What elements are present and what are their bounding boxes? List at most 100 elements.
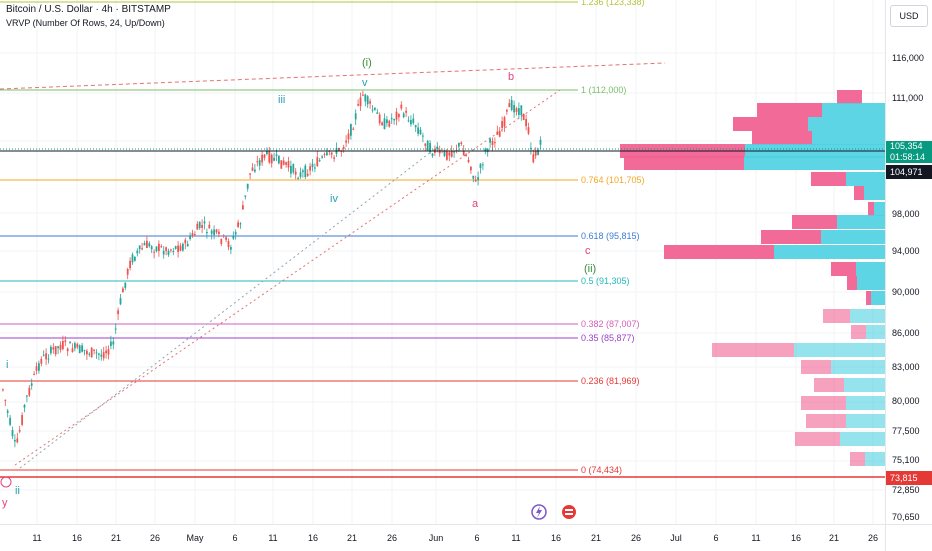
price-chart[interactable]: 1.236 (123,338) 1 (112,000) 0.764 (101,705… — [0, 0, 885, 524]
candle — [390, 118, 393, 120]
candle — [318, 160, 321, 162]
chart-area[interactable]: 1.236 (123,338) 1 (112,000) 0.764 (101,705… — [0, 0, 885, 524]
candle — [489, 138, 491, 143]
candle — [237, 222, 239, 227]
candle — [352, 128, 355, 130]
candle — [251, 167, 254, 171]
indicator-label[interactable]: VRVP (Number Of Rows, 24, Up/Down) — [6, 18, 165, 28]
vp-up-bar — [840, 432, 885, 446]
candle — [71, 348, 74, 352]
candle — [410, 120, 412, 125]
wave-label[interactable]: c — [585, 245, 591, 257]
candle — [124, 282, 127, 288]
vp-down-bar — [733, 117, 808, 131]
candle — [148, 243, 151, 247]
time-label: May — [186, 533, 204, 543]
wave-label[interactable]: iv — [330, 193, 338, 205]
candle — [474, 179, 477, 182]
candle — [350, 124, 352, 136]
vp-down-bar — [801, 360, 831, 374]
vp-down-bar — [866, 291, 871, 305]
candle — [203, 221, 206, 224]
candle — [278, 155, 280, 164]
time-label: 16 — [71, 533, 83, 543]
vp-up-bar — [844, 378, 885, 392]
candle — [239, 223, 242, 225]
candle — [530, 147, 532, 149]
candle — [6, 410, 9, 413]
candle — [364, 94, 367, 102]
wave-label[interactable]: iii — [278, 94, 285, 106]
wave-label[interactable]: a — [472, 198, 479, 210]
candle — [522, 113, 525, 121]
bar-countdown: 01:58:14 — [890, 152, 926, 162]
candle — [532, 154, 535, 163]
candle — [95, 352, 98, 354]
fib-level-label: 0.35 (85,877) — [581, 333, 635, 343]
lightning-glyph — [536, 506, 542, 518]
candle — [215, 229, 218, 233]
candle — [102, 352, 105, 359]
price-label: 83,000 — [892, 362, 920, 372]
candle — [194, 234, 196, 236]
wave-label[interactable]: y — [2, 497, 8, 509]
candle — [52, 347, 55, 350]
candle — [162, 250, 165, 255]
vp-down-bar — [868, 202, 874, 216]
candle — [136, 250, 139, 254]
candle — [333, 157, 335, 159]
wave-label[interactable]: ii — [15, 485, 20, 497]
candle — [30, 383, 33, 386]
trend-lines[interactable] — [0, 62, 666, 469]
candle — [508, 103, 511, 108]
vp-up-bar — [812, 131, 885, 145]
candle — [206, 232, 208, 234]
candle — [299, 172, 302, 177]
candle — [50, 346, 52, 354]
candle — [208, 224, 211, 229]
vp-up-bar — [865, 452, 885, 466]
time-axis[interactable]: 11 16 21 26 May 6 11 16 21 26 Jun 6 11 16 21 26 Jul 6 11 16… — [0, 524, 885, 551]
time-label: 11 — [32, 533, 42, 543]
candle — [273, 157, 275, 161]
candle — [393, 119, 395, 121]
vp-down-bar — [806, 414, 846, 428]
candle — [515, 108, 518, 112]
candle — [54, 346, 57, 355]
candle — [321, 156, 323, 158]
candle — [381, 122, 383, 126]
time-label: 21 — [346, 533, 358, 543]
wave-label[interactable]: b — [508, 71, 514, 83]
candle — [429, 142, 431, 153]
candle — [153, 251, 155, 253]
fib-level-label: 0.5 (91,305) — [581, 276, 630, 286]
candle — [462, 150, 465, 156]
candle — [270, 154, 273, 164]
current-price-tag: 105,354 01:58:14 — [886, 141, 932, 163]
vp-down-bar — [814, 378, 844, 392]
candle — [266, 150, 268, 155]
wave-label[interactable]: i — [6, 359, 8, 371]
fib-retracement[interactable] — [0, 1, 578, 471]
time-label: 16 — [307, 533, 319, 543]
vp-down-bar — [851, 325, 866, 339]
candle — [210, 230, 213, 234]
candle — [117, 310, 119, 315]
candle — [191, 233, 194, 237]
candle — [525, 119, 527, 127]
vp-up-bar — [744, 156, 885, 170]
candle — [42, 354, 45, 356]
candle — [422, 135, 424, 137]
currency-button[interactable]: USD — [890, 5, 928, 27]
wave-label[interactable]: (i) — [362, 57, 372, 69]
candle — [496, 131, 499, 135]
wave-label[interactable]: v — [362, 77, 368, 89]
candle — [386, 119, 388, 124]
vp-up-bar — [794, 343, 885, 357]
wave-label[interactable]: (ii) — [584, 263, 596, 275]
vp-up-bar — [871, 291, 885, 305]
candle — [513, 105, 515, 113]
price-axis[interactable]: USD 116,000 111,000 98,000 94,000 90,000… — [885, 0, 932, 524]
candlesticks[interactable] — [2, 90, 542, 448]
event-markers[interactable] — [0, 476, 576, 520]
